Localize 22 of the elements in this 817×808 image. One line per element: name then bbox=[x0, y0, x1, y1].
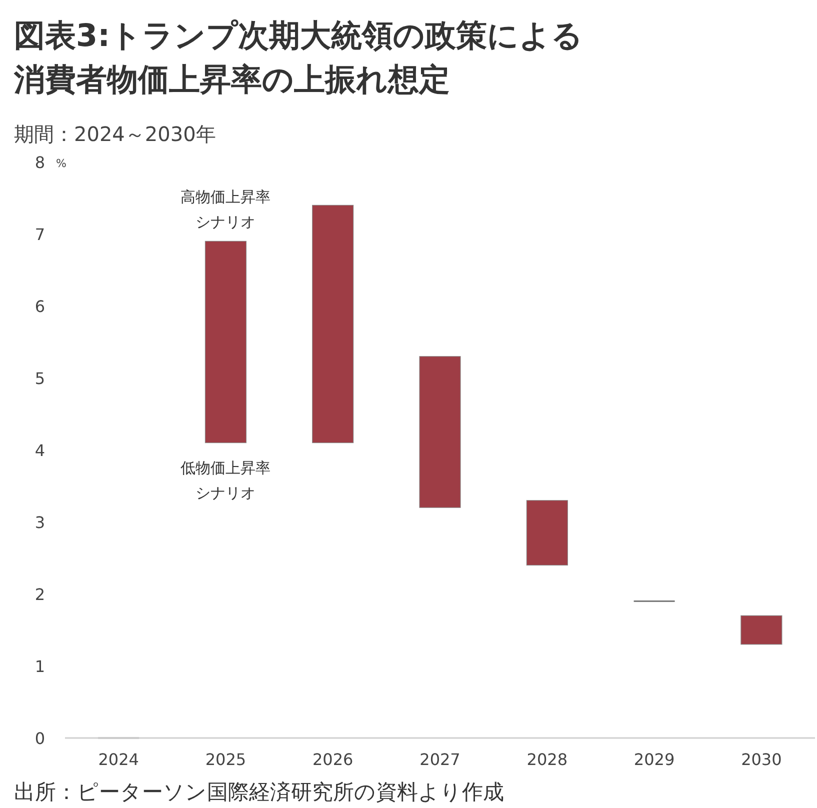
x-tick-label: 2027 bbox=[420, 750, 460, 769]
x-tick-label: 2025 bbox=[205, 750, 246, 769]
y-tick-label: 7 bbox=[34, 225, 46, 244]
x-tick-label: 2028 bbox=[526, 750, 568, 769]
y-tick-label: 1 bbox=[34, 657, 46, 676]
x-tick-label: 2026 bbox=[312, 750, 354, 769]
y-tick-label: 8 bbox=[34, 153, 46, 172]
x-tick-label: 2030 bbox=[741, 750, 782, 769]
y-tick-label: 3 bbox=[34, 513, 46, 532]
y-tick-label: 5 bbox=[34, 369, 46, 388]
x-tick-label: 2029 bbox=[634, 750, 675, 769]
chart-subtitle: 期間：2024～2030年 bbox=[14, 122, 216, 146]
text: 出所：ピーターソン国際経済研究所の資料より作成 bbox=[14, 780, 504, 804]
y-tick-label: 4 bbox=[34, 441, 46, 460]
y-tick-label: 6 bbox=[34, 297, 46, 316]
annotation: 高物価上昇率シナリオ bbox=[180, 188, 271, 232]
x-tick-label: 2024 bbox=[98, 750, 139, 769]
annotation: 低物価上昇率シナリオ bbox=[180, 458, 271, 502]
chart-title: 図表3:トランプ次期大統領の政策による消費者物価上昇率の上振れ想定 bbox=[13, 18, 583, 98]
y-tick-label: 2 bbox=[34, 585, 46, 604]
y-tick-label: 0 bbox=[34, 729, 46, 748]
y-axis-title: % bbox=[56, 157, 66, 170]
